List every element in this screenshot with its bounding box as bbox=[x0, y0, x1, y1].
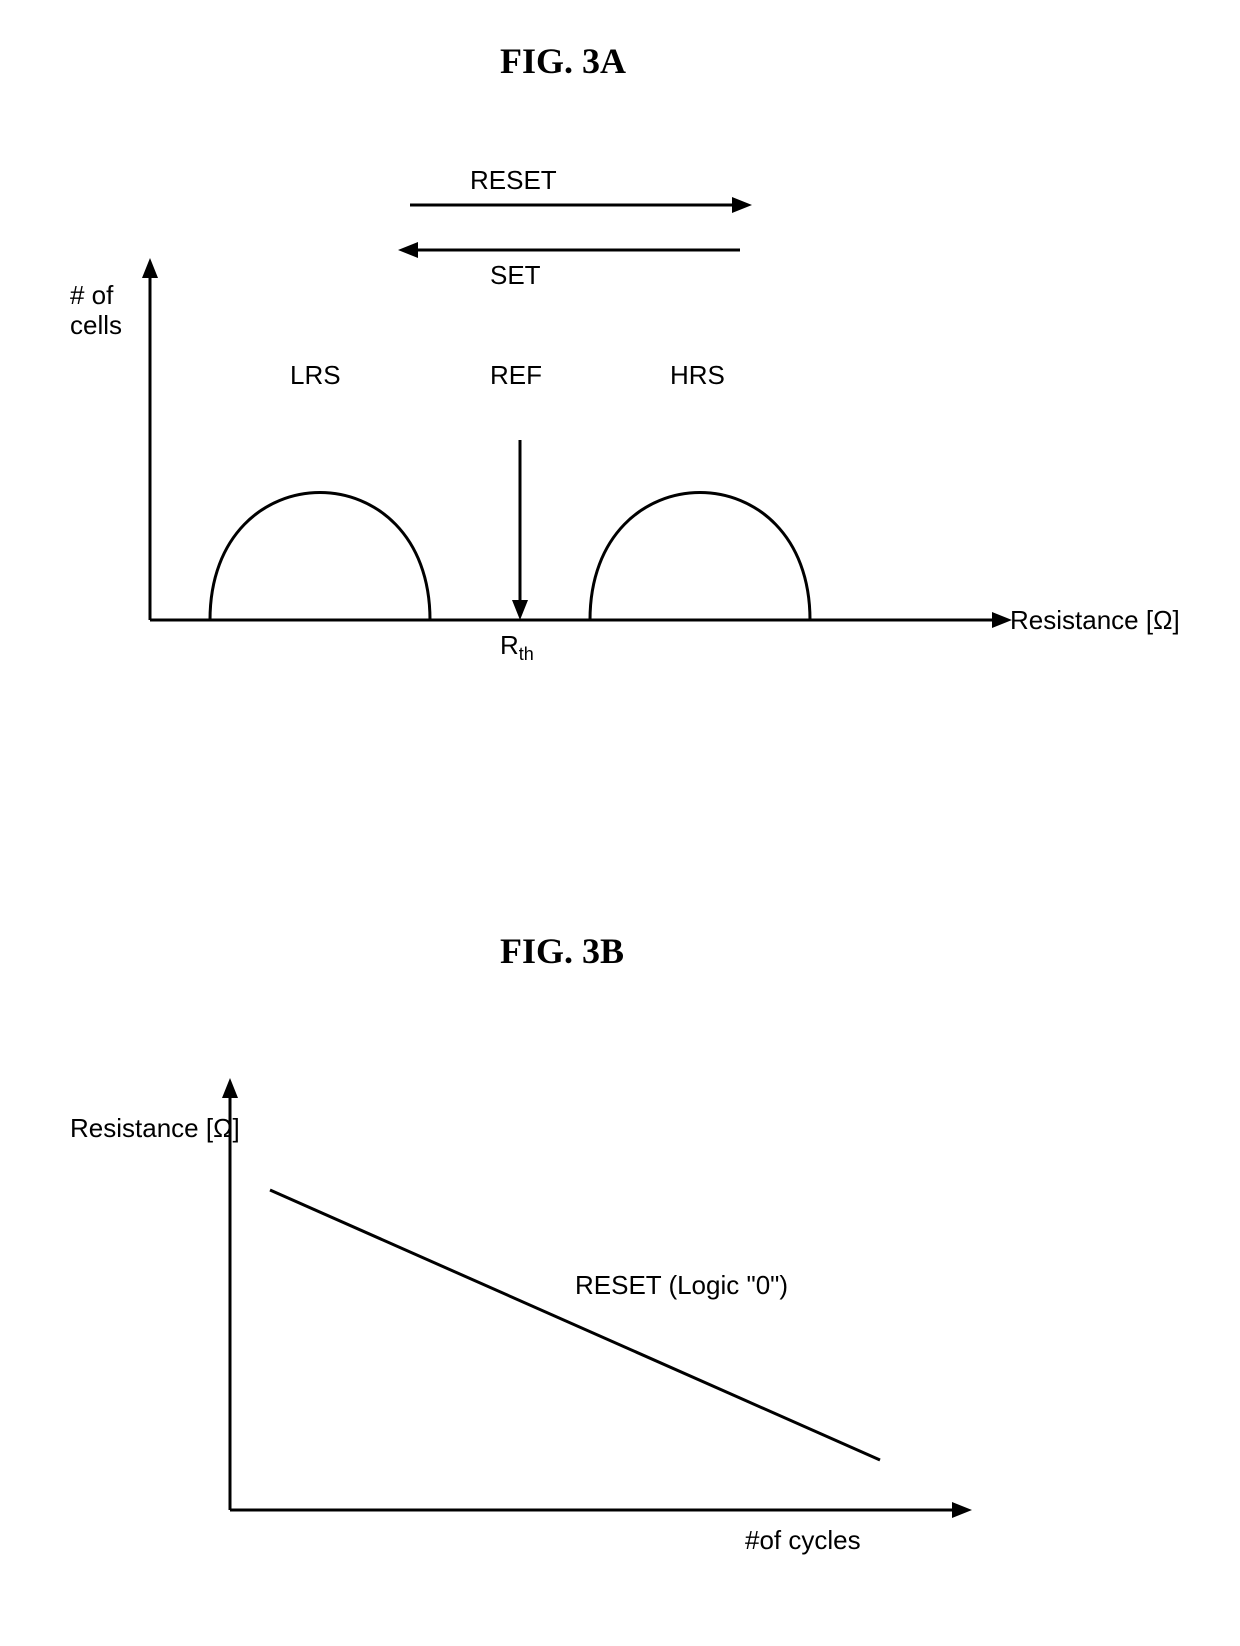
fig-b-x-axis-arrow bbox=[952, 1502, 972, 1518]
fig-a-xlabel: Resistance [Ω] bbox=[1010, 605, 1180, 636]
reset-arrow-head bbox=[732, 197, 752, 213]
fig-3b-title: FIG. 3B bbox=[500, 930, 624, 972]
lrs-curve bbox=[210, 493, 430, 621]
fig-a-ylabel-2: cells bbox=[70, 310, 122, 341]
reset-line bbox=[270, 1190, 880, 1460]
rth-sub: th bbox=[519, 644, 534, 664]
fig-3a-title: FIG. 3A bbox=[500, 40, 626, 82]
hrs-label: HRS bbox=[670, 360, 725, 391]
fig-b-y-axis-arrow bbox=[222, 1078, 238, 1098]
fig-b-xlabel: #of cycles bbox=[745, 1525, 861, 1556]
page-container: FIG. 3A # of c bbox=[0, 0, 1240, 1646]
ref-label: REF bbox=[490, 360, 542, 391]
fig-a-ylabel-1: # of bbox=[70, 280, 113, 311]
reset-label: RESET bbox=[470, 165, 557, 196]
set-arrow-head bbox=[398, 242, 418, 258]
reset-logic-label: RESET (Logic "0") bbox=[575, 1270, 788, 1301]
set-label: SET bbox=[490, 260, 541, 291]
hrs-curve bbox=[590, 493, 810, 621]
fig-a-y-axis-arrow bbox=[142, 258, 158, 278]
lrs-label: LRS bbox=[290, 360, 341, 391]
rth-r: R bbox=[500, 630, 519, 660]
fig-a-x-axis-arrow bbox=[992, 612, 1012, 628]
fig-b-ylabel: Resistance [Ω] bbox=[70, 1113, 240, 1144]
ref-arrow-head bbox=[512, 600, 528, 620]
rth-label: Rth bbox=[500, 630, 534, 665]
